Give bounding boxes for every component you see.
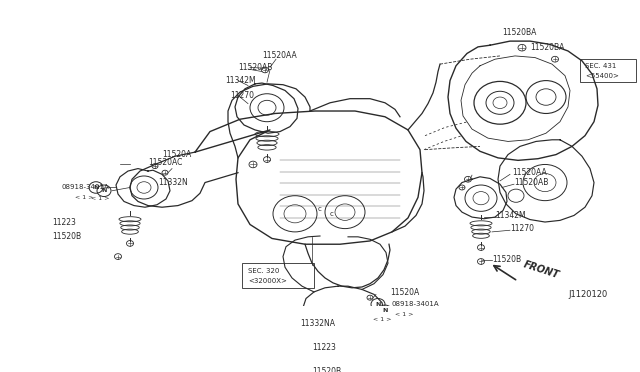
Text: <32000X>: <32000X> [248, 278, 287, 284]
Text: 11342M: 11342M [495, 211, 525, 220]
Text: c: c [318, 206, 322, 212]
Text: 11520A: 11520A [390, 288, 419, 297]
Text: 11332N: 11332N [158, 178, 188, 187]
Text: < 1 >: < 1 > [75, 195, 93, 200]
Text: 11223: 11223 [312, 343, 336, 352]
Text: <55400>: <55400> [585, 73, 619, 78]
Text: c: c [330, 211, 334, 217]
Text: < 1 >: < 1 > [91, 196, 109, 201]
Text: FRONT: FRONT [522, 259, 561, 280]
Text: 11270: 11270 [230, 91, 254, 100]
Text: 11223: 11223 [52, 218, 76, 227]
Text: 08918-3401A: 08918-3401A [392, 301, 440, 307]
Text: 11520AA: 11520AA [262, 51, 297, 60]
Text: 11270: 11270 [510, 224, 534, 233]
Text: N: N [93, 185, 99, 190]
Text: 11520AB: 11520AB [514, 178, 548, 187]
Text: SEC. 431: SEC. 431 [585, 63, 616, 69]
Text: 11332NA: 11332NA [300, 320, 335, 328]
Text: N: N [101, 188, 107, 193]
Text: < 1 >: < 1 > [395, 312, 413, 317]
Text: 11520AA: 11520AA [512, 168, 547, 177]
Text: 11520B: 11520B [52, 232, 81, 241]
Text: 11520BA: 11520BA [502, 28, 536, 38]
Text: SEC. 320: SEC. 320 [248, 268, 280, 275]
Text: 11520A: 11520A [162, 150, 191, 159]
Text: 11520BA: 11520BA [530, 43, 564, 52]
Text: J1120120: J1120120 [568, 290, 607, 299]
Text: 08918-3401A: 08918-3401A [62, 185, 109, 190]
Text: 11520B: 11520B [312, 367, 341, 372]
Text: N: N [375, 302, 381, 307]
Text: 11342M: 11342M [225, 76, 255, 85]
Text: < 1 >: < 1 > [373, 317, 391, 322]
Text: 11520AC: 11520AC [148, 158, 182, 167]
Text: N: N [382, 308, 388, 313]
Text: 11520AB: 11520AB [238, 63, 273, 72]
Text: 11520B: 11520B [492, 255, 521, 264]
